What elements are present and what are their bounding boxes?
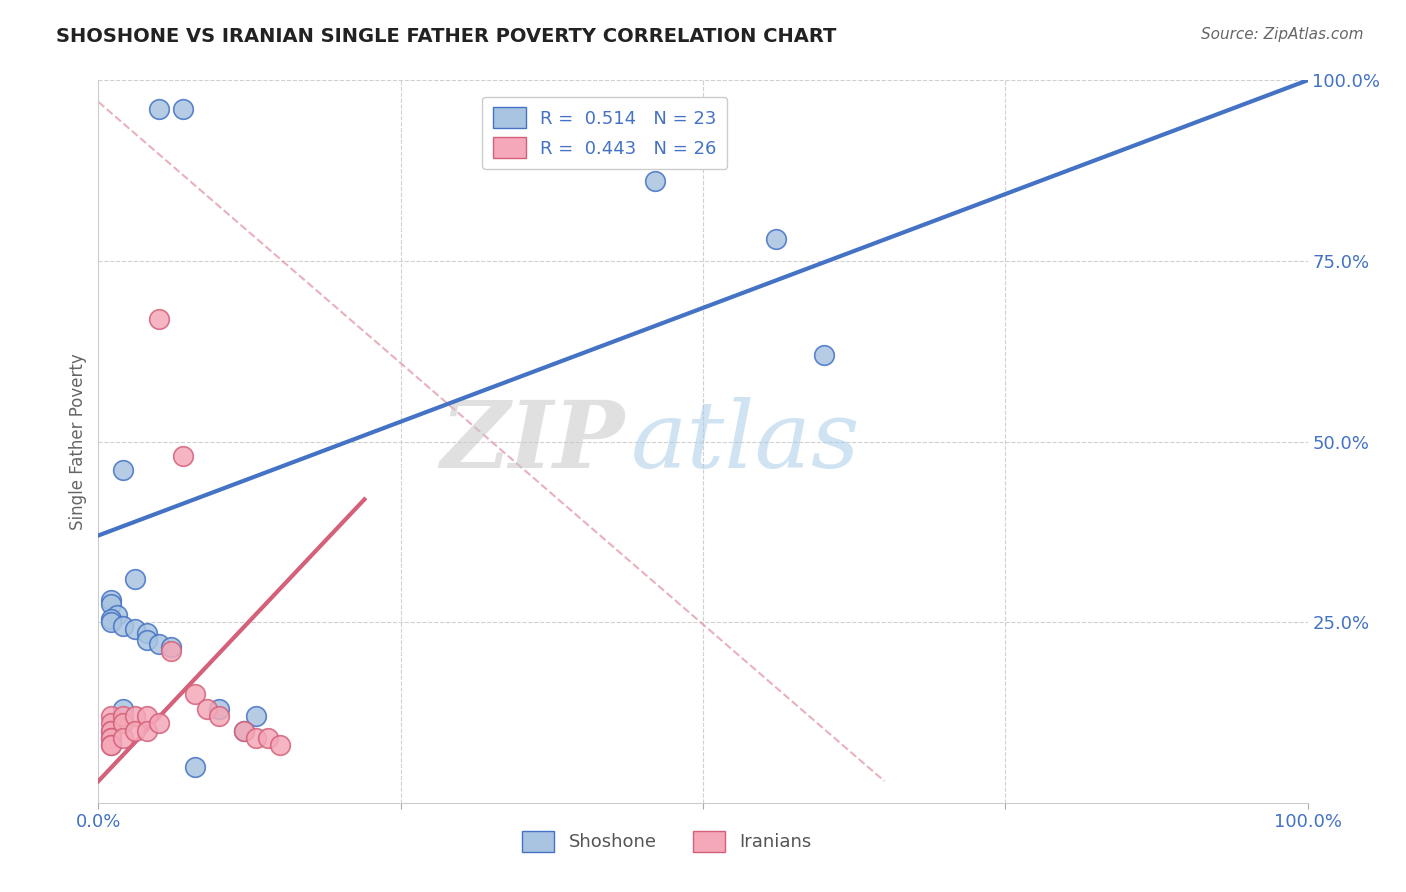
Point <box>813 348 835 362</box>
Text: SHOSHONE VS IRANIAN SINGLE FATHER POVERTY CORRELATION CHART: SHOSHONE VS IRANIAN SINGLE FATHER POVERT… <box>56 27 837 45</box>
Point <box>100 723 122 738</box>
Point <box>100 611 122 625</box>
Point <box>135 626 157 640</box>
Point <box>100 731 122 745</box>
Point <box>124 572 146 586</box>
Point <box>124 723 146 738</box>
Point <box>100 615 122 630</box>
Point <box>100 738 122 752</box>
Point <box>245 709 267 723</box>
Point <box>111 619 134 633</box>
Point <box>100 709 122 723</box>
Point <box>644 174 666 188</box>
Point <box>148 311 170 326</box>
Point <box>160 640 183 655</box>
Point <box>208 702 231 716</box>
Point <box>105 607 128 622</box>
Legend: Shoshone, Iranians: Shoshone, Iranians <box>515 823 820 859</box>
Y-axis label: Single Father Poverty: Single Father Poverty <box>69 353 87 530</box>
Point <box>148 637 170 651</box>
Point <box>245 731 267 745</box>
Point <box>148 102 170 116</box>
Point <box>232 723 254 738</box>
Text: atlas: atlas <box>630 397 860 486</box>
Point <box>256 731 278 745</box>
Point <box>100 716 122 731</box>
Point <box>184 760 207 774</box>
Point <box>100 593 122 607</box>
Point <box>184 687 207 701</box>
Point <box>172 102 194 116</box>
Point <box>195 702 218 716</box>
Point <box>208 709 231 723</box>
Point <box>135 633 157 648</box>
Point <box>765 232 787 246</box>
Point <box>111 731 134 745</box>
Point <box>100 723 122 738</box>
Text: Source: ZipAtlas.com: Source: ZipAtlas.com <box>1201 27 1364 42</box>
Point <box>160 644 183 658</box>
Point <box>232 723 254 738</box>
Point <box>100 738 122 752</box>
Point <box>111 463 134 477</box>
Text: ZIP: ZIP <box>440 397 624 486</box>
Point <box>124 623 146 637</box>
Point <box>135 709 157 723</box>
Point <box>100 597 122 611</box>
Point <box>111 716 134 731</box>
Point <box>111 709 134 723</box>
Point <box>148 716 170 731</box>
Point <box>124 709 146 723</box>
Point <box>111 702 134 716</box>
Point <box>172 449 194 463</box>
Point <box>100 731 122 745</box>
Point <box>135 723 157 738</box>
Point <box>269 738 291 752</box>
